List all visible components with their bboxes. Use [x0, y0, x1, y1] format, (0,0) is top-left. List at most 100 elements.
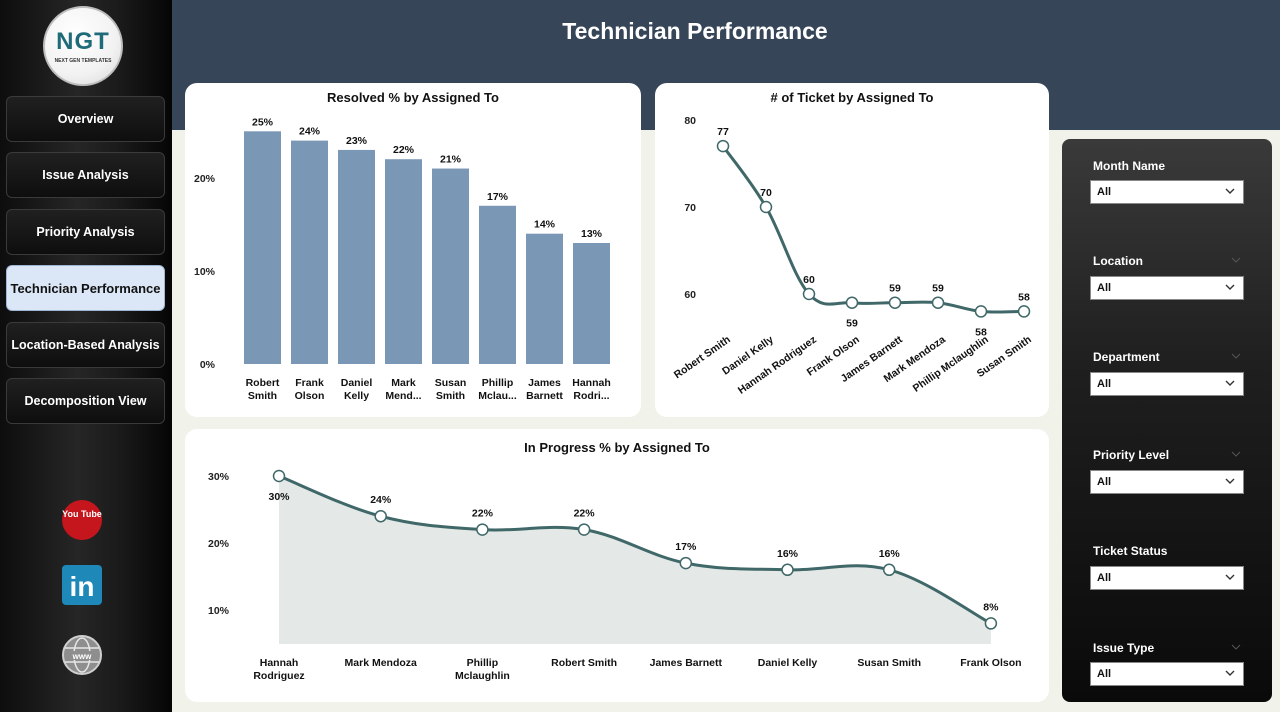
bar-x-category-label: Rodri...	[573, 390, 609, 402]
filter-issue-type-select[interactable]: All	[1090, 662, 1244, 686]
bar-x-category-label: Daniel	[341, 377, 373, 389]
filter-department-label: Department	[1093, 350, 1160, 364]
nav-issue-analysis-button[interactable]: Issue Analysis	[6, 152, 165, 198]
ticket-point	[759, 200, 773, 214]
resolved-bar-value-label: 25%	[252, 116, 274, 128]
priority-level-chevron-icon[interactable]	[1230, 449, 1242, 459]
progress-series-line	[278, 474, 992, 625]
nav-technician-performance-button[interactable]: Technician Performance	[6, 265, 165, 311]
in-progress-percent-card: In Progress % by Assigned To 10% 20% 30% 30…	[185, 429, 1049, 702]
resolved-percent-bar-chart: 0%10%20%25%RobertSmith24%FrankOlson23%Da…	[194, 116, 611, 402]
chevron-down-icon	[1225, 670, 1235, 676]
ticket-value-label: 59	[889, 283, 901, 295]
resolved-bar	[244, 131, 281, 364]
logo-subtitle: NEXT GEN TEMPLATES	[54, 58, 112, 64]
location-chevron-icon[interactable]	[1230, 255, 1242, 265]
resolved-bar-value-label: 21%	[440, 154, 462, 166]
website-globe-icon[interactable]: www	[61, 634, 103, 676]
resolved-bar	[338, 149, 375, 364]
progress-value-label: 16%	[879, 548, 901, 560]
ticket-y-tick-label: 60	[684, 289, 696, 301]
bar-x-category-label: Susan	[435, 377, 467, 389]
progress-x-category-label: Phillip	[467, 657, 499, 669]
ticket-value-label: 59	[846, 318, 858, 330]
nav-location-based-analysis-button[interactable]: Location-Based Analysis	[6, 322, 165, 368]
page-title: Technician Performance	[562, 18, 828, 44]
progress-point	[272, 469, 286, 483]
ticket-x-category-label: Phillip Mclaughlin	[911, 334, 991, 395]
resolved-bar	[385, 159, 422, 364]
chevron-down-icon	[1225, 188, 1235, 194]
resolved-bar-value-label: 14%	[534, 219, 556, 231]
resolved-bar	[291, 140, 328, 364]
youtube-icon[interactable]: You Tube	[61, 499, 103, 541]
progress-value-label: 24%	[370, 494, 392, 506]
ticket-count-card: # of Ticket by Assigned To 60 70 80 77 Rober…	[655, 83, 1049, 417]
ticket-x-category-label: Hannah Rodriguez	[736, 334, 819, 397]
filter-month-name-select[interactable]: All	[1090, 180, 1244, 204]
bar-x-category-label: Smith	[248, 390, 277, 402]
progress-x-category-label: Frank Olson	[960, 657, 1021, 669]
filter-issue-type-value: All	[1097, 668, 1112, 680]
filter-department-select[interactable]: All	[1090, 372, 1244, 396]
progress-point	[984, 617, 998, 630]
filter-location-label: Location	[1093, 254, 1143, 268]
progress-point	[781, 563, 794, 577]
ticket-value-label: 58	[975, 326, 987, 338]
nav-decomposition-view-button[interactable]: Decomposition View	[6, 378, 165, 424]
resolved-percent-card: Resolved % by Assigned To 0% 10% 20% 25% Rob…	[185, 83, 641, 417]
ticket-value-label: 70	[760, 187, 772, 199]
filter-priority-level-select[interactable]: All	[1090, 470, 1244, 494]
bar-x-category-label: Mclau...	[478, 390, 517, 402]
ticket-point	[974, 305, 988, 318]
bar-y-tick-label: 0%	[200, 359, 216, 371]
resolved-bar-value-label: 17%	[487, 191, 509, 203]
ticket-y-tick-label: 80	[684, 115, 696, 127]
department-chevron-icon[interactable]	[1230, 351, 1242, 361]
ticket-value-label: 59	[932, 283, 944, 295]
resolved-bar-value-label: 13%	[581, 228, 603, 240]
nav-overview-button[interactable]: Overview	[6, 96, 165, 142]
resolved-bar	[526, 233, 563, 364]
progress-point	[577, 523, 591, 536]
chevron-down-icon	[1225, 574, 1235, 580]
ticket-value-label: 77	[717, 126, 729, 138]
ticket-point	[931, 296, 945, 309]
progress-x-category-label: Mark Mendoza	[345, 657, 418, 669]
issue-type-chevron-icon[interactable]	[1230, 642, 1242, 652]
progress-x-category-label: Susan Smith	[857, 657, 921, 669]
ticket-value-label: 58	[1018, 291, 1030, 303]
filter-location-select[interactable]: All	[1090, 276, 1244, 300]
bar-x-category-label: Hannah	[572, 377, 611, 389]
ticket-point	[716, 139, 730, 153]
website-icon-text: www	[72, 652, 92, 661]
progress-y-tick-label: 30%	[208, 471, 230, 483]
ngt-logo[interactable]: NGT NEXT GEN TEMPLATES	[43, 6, 123, 86]
bar-x-category-label: Kelly	[344, 390, 369, 402]
filter-issue-type-label: Issue Type	[1093, 641, 1155, 655]
resolved-bar	[432, 168, 469, 364]
filter-priority-level-label: Priority Level	[1093, 448, 1170, 462]
filter-month-name-label: Month Name	[1093, 159, 1165, 173]
nav-priority-analysis-button[interactable]: Priority Analysis	[6, 209, 165, 255]
bar-x-category-label: James	[528, 377, 561, 389]
progress-point	[882, 563, 896, 577]
bar-y-tick-label: 20%	[194, 173, 216, 185]
filter-location-value: All	[1097, 282, 1112, 294]
ticket-point	[802, 287, 816, 301]
progress-area-fill	[279, 476, 991, 644]
bar-x-category-label: Phillip	[482, 377, 514, 389]
bar-y-tick-label: 10%	[194, 266, 216, 278]
youtube-icon-text-top: You Tube	[62, 509, 102, 519]
bar-x-category-label: Barnett	[526, 390, 563, 402]
progress-value-label: 22%	[472, 508, 494, 520]
ticket-y-tick-label: 70	[684, 202, 696, 214]
filter-priority-level-value: All	[1097, 476, 1112, 488]
filter-ticket-status-select[interactable]: All	[1090, 566, 1244, 590]
bar-x-category-label: Smith	[436, 390, 465, 402]
chevron-down-icon	[1225, 478, 1235, 484]
linkedin-icon[interactable]: in	[61, 564, 103, 606]
bar-x-category-label: Mend...	[385, 390, 421, 402]
progress-point	[679, 556, 693, 570]
